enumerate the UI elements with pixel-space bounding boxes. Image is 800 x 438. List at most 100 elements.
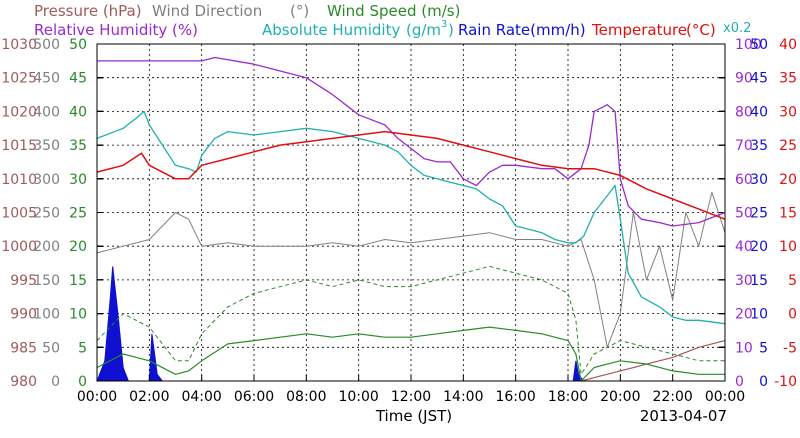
title-temperature: Temperature <box>591 21 687 39</box>
y-tick-label-rain_rate: 50 <box>750 37 768 53</box>
title-abs-humidity-scale: x0.2 <box>723 21 751 36</box>
series-wind-speed-gust <box>96 265 725 375</box>
y-tick-label-relative_humidity: 90 <box>735 71 753 87</box>
y-tick-label-wind_speed: 50 <box>69 37 87 53</box>
y-tick-label-relative_humidity: 10 <box>735 340 753 356</box>
y-tick-label-wind_direction: 400 <box>33 104 60 120</box>
y-tick-label-wind_speed: 25 <box>69 206 87 222</box>
y-tick-label-wind_speed: 35 <box>69 138 87 154</box>
y-tick-label-temperature: 35 <box>779 71 797 87</box>
y-tick-label-wind_speed: 30 <box>69 172 87 188</box>
y-tick-label-pressure: 1000 <box>1 239 37 255</box>
y-tick-label-wind_speed: 40 <box>69 104 87 120</box>
title-relative-humidity: Relative Humidity (%) <box>34 21 198 39</box>
y-tick-label-rain_rate: 20 <box>750 239 768 255</box>
title-absolute-humidity-sup: 3 <box>441 19 447 30</box>
x-tick-label: 02:00 <box>129 389 169 405</box>
y-tick-label-rain_rate: 15 <box>750 273 768 289</box>
y-tick-label-pressure: 990 <box>10 307 37 323</box>
y-tick-label-relative_humidity: 0 <box>735 374 744 390</box>
y-tick-label-wind_direction: 100 <box>33 307 60 323</box>
y-tick-label-wind_speed: 15 <box>69 273 87 289</box>
y-tick-label-wind_direction: 0 <box>51 374 60 390</box>
x-tick-label: 12:00 <box>391 389 431 405</box>
y-tick-label-temperature: 5 <box>788 273 797 289</box>
x-tick-label: 14:00 <box>443 389 483 405</box>
x-tick-label: 22:00 <box>652 389 692 405</box>
x-axis-label: Time (JST) <box>375 407 452 425</box>
y-tick-label-rain_rate: 45 <box>750 71 768 87</box>
y-tick-label-temperature: 10 <box>779 239 797 255</box>
y-tick-label-pressure: 995 <box>10 273 37 289</box>
title-wind-direction-unit: (°) <box>290 2 309 20</box>
y-tick-label-rain_rate: 10 <box>750 307 768 323</box>
y-tick-label-temperature: -5 <box>783 340 797 356</box>
y-tick-label-wind_direction: 350 <box>33 138 60 154</box>
series-wind-speed <box>96 326 725 382</box>
x-tick-label: 18:00 <box>548 389 588 405</box>
y-tick-label-pressure: 1005 <box>1 206 37 222</box>
x-tick-label: 20:00 <box>600 389 640 405</box>
y-tick-label-pressure: 985 <box>10 340 37 356</box>
y-tick-label-pressure: 1010 <box>1 172 37 188</box>
x-tick-label: 00:00 <box>77 389 117 405</box>
y-tick-label-relative_humidity: 20 <box>735 307 753 323</box>
y-tick-label-wind_direction: 450 <box>33 71 60 87</box>
y-tick-label-wind_speed: 20 <box>69 239 87 255</box>
y-tick-label-rain_rate: 30 <box>750 172 768 188</box>
x-tick-label: 10:00 <box>338 389 378 405</box>
series-wind-direction <box>96 191 726 348</box>
series-rain-rate <box>96 266 725 382</box>
y-tick-label-wind_speed: 0 <box>78 374 87 390</box>
y-tick-labels: 9809859909951000100510101015102010251030… <box>1 37 797 390</box>
x-tick-label: 08:00 <box>286 389 326 405</box>
y-tick-label-relative_humidity: 30 <box>735 273 753 289</box>
y-tick-label-temperature: 20 <box>779 172 797 188</box>
y-tick-label-pressure: 1015 <box>1 138 37 154</box>
x-tick-label: 06:00 <box>234 389 274 405</box>
title-absolute-humidity: Absolute Humidity <box>262 21 400 39</box>
y-tick-label-wind_speed: 5 <box>78 340 87 356</box>
x-tick-label: 04:00 <box>181 389 221 405</box>
y-tick-label-relative_humidity: 40 <box>735 239 753 255</box>
x-tick-label: 00:00 <box>705 389 745 405</box>
y-tick-label-relative_humidity: 50 <box>735 206 753 222</box>
title-absolute-humidity-unit: (g/m <box>406 21 441 39</box>
y-tick-label-relative_humidity: 70 <box>735 138 753 154</box>
series-relative-humidity <box>97 56 726 227</box>
y-tick-label-wind_direction: 200 <box>33 239 60 255</box>
y-tick-label-temperature: -10 <box>774 374 797 390</box>
title-wind-speed: Wind Speed (m/s) <box>327 2 460 20</box>
y-tick-label-pressure: 1025 <box>1 71 37 87</box>
y-tick-label-relative_humidity: 80 <box>735 104 753 120</box>
y-tick-label-temperature: 0 <box>788 307 797 323</box>
y-tick-label-rain_rate: 25 <box>750 206 768 222</box>
title-rain-rate: Rain Rate(mm/h) <box>458 21 586 39</box>
series-layer <box>96 56 726 382</box>
series-temperature <box>96 130 726 220</box>
y-tick-label-rain_rate: 35 <box>750 138 768 154</box>
title-absolute-humidity-close: ) <box>448 21 454 39</box>
y-tick-label-temperature: 40 <box>779 37 797 53</box>
y-tick-label-wind_speed: 45 <box>69 71 87 87</box>
y-tick-label-rain_rate: 5 <box>759 340 768 356</box>
title-wind-direction: Wind Direction <box>152 2 262 20</box>
series-pressure <box>580 340 726 382</box>
y-tick-label-pressure: 1020 <box>1 104 37 120</box>
y-tick-label-wind_direction: 300 <box>33 172 60 188</box>
y-tick-label-rain_rate: 0 <box>759 374 768 390</box>
y-tick-label-pressure: 980 <box>10 374 37 390</box>
series-absolute-humidity-x0-2 <box>96 110 726 325</box>
grid <box>97 44 725 381</box>
y-tick-label-wind_speed: 10 <box>69 307 87 323</box>
x-tick-labels: 00:00 02:00 04:00 06:00 08:00 10:00 12:00 14:00… <box>77 375 745 405</box>
y-tick-label-wind_direction: 250 <box>33 206 60 222</box>
y-tick-label-pressure: 1030 <box>1 37 37 53</box>
y-tick-label-temperature: 25 <box>779 138 797 154</box>
y-tick-label-rain_rate: 40 <box>750 104 768 120</box>
y-tick-label-temperature: 15 <box>779 206 797 222</box>
y-tick-label-relative_humidity: 100 <box>735 37 762 53</box>
title-pressure: Pressure (hPa) <box>34 2 142 20</box>
